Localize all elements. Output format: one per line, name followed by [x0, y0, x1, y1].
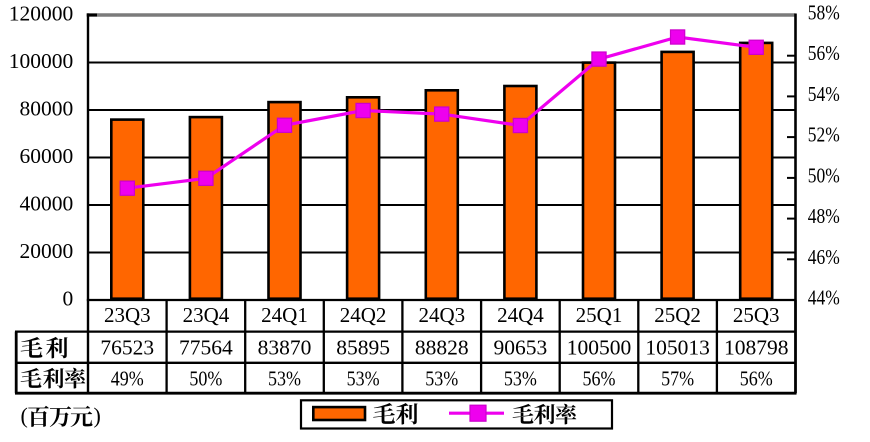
svg-text:53%: 53%: [504, 367, 537, 391]
svg-text:24Q1: 24Q1: [261, 303, 308, 327]
svg-text:23Q3: 23Q3: [104, 303, 151, 327]
svg-text:53%: 53%: [425, 367, 458, 391]
svg-text:44%: 44%: [808, 286, 840, 310]
svg-text:(: (: [21, 403, 28, 428]
svg-text:53%: 53%: [347, 367, 380, 391]
svg-text:58%: 58%: [808, 1, 840, 25]
svg-text:83870: 83870: [258, 336, 312, 360]
svg-text:100500: 100500: [567, 336, 632, 360]
svg-text:56%: 56%: [740, 367, 773, 391]
svg-text:46%: 46%: [808, 245, 840, 269]
svg-text:40000: 40000: [19, 192, 73, 216]
svg-text:50%: 50%: [189, 367, 222, 391]
svg-text:25Q3: 25Q3: [733, 303, 780, 327]
svg-text:24Q4: 24Q4: [497, 303, 544, 327]
svg-text:88828: 88828: [415, 336, 469, 360]
svg-text:120000: 120000: [9, 2, 74, 26]
svg-text:105013: 105013: [645, 336, 710, 360]
svg-text:24Q2: 24Q2: [340, 303, 387, 327]
svg-text:24Q3: 24Q3: [418, 303, 465, 327]
svg-text:23Q4: 23Q4: [183, 303, 230, 327]
svg-text:56%: 56%: [808, 41, 840, 65]
svg-text:108798: 108798: [724, 336, 789, 360]
svg-text:52%: 52%: [808, 123, 840, 147]
svg-text:85895: 85895: [336, 336, 390, 360]
svg-text:60000: 60000: [19, 144, 73, 168]
svg-text:25Q1: 25Q1: [576, 303, 623, 327]
svg-text:80000: 80000: [19, 97, 73, 121]
svg-text:50%: 50%: [808, 163, 840, 187]
svg-text:54%: 54%: [808, 82, 840, 106]
svg-text:0: 0: [62, 287, 73, 311]
svg-text:77564: 77564: [179, 336, 233, 360]
svg-text:100000: 100000: [9, 49, 74, 73]
svg-text:): ): [94, 403, 101, 428]
svg-text:56%: 56%: [583, 367, 616, 391]
svg-text:20000: 20000: [19, 239, 73, 263]
svg-text:90653: 90653: [494, 336, 548, 360]
svg-text:76523: 76523: [100, 336, 154, 360]
svg-text:57%: 57%: [661, 367, 694, 391]
svg-text:53%: 53%: [268, 367, 301, 391]
svg-text:49%: 49%: [111, 367, 144, 391]
svg-text:48%: 48%: [808, 204, 840, 228]
svg-text:25Q2: 25Q2: [654, 303, 701, 327]
